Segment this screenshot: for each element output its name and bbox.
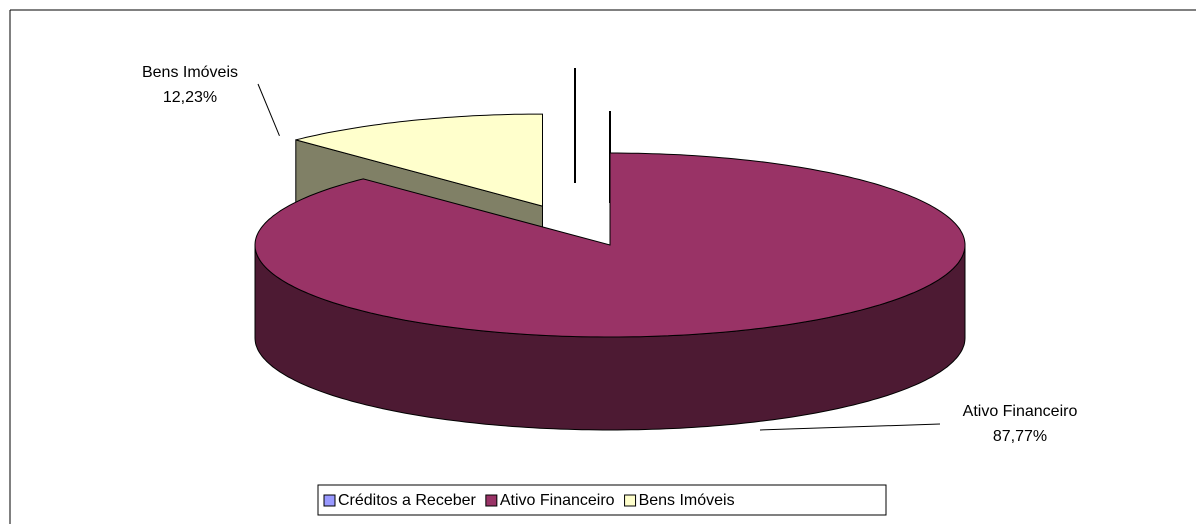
leader-line bbox=[759, 423, 941, 431]
data-label-value: 87,77% bbox=[993, 428, 1047, 445]
legend-swatch bbox=[323, 494, 336, 507]
data-label-value: 12,23% bbox=[163, 89, 217, 106]
legend-swatch bbox=[485, 494, 498, 507]
slice-top bbox=[295, 113, 543, 207]
legend-box bbox=[317, 484, 887, 516]
data-label-name: Ativo Financeiro bbox=[963, 403, 1078, 420]
slice-top bbox=[254, 152, 966, 338]
legend-label: Bens Imóveis bbox=[639, 492, 735, 509]
legend-label: Créditos a Receber bbox=[338, 492, 477, 509]
leader-line bbox=[257, 83, 280, 136]
legend: Créditos a Receber Ativo Financeiro Bens I… bbox=[317, 484, 887, 516]
data-label-name: Bens Imóveis bbox=[142, 64, 238, 81]
legend-swatch bbox=[624, 494, 637, 507]
pie-slice bbox=[254, 152, 966, 431]
legend-label: Ativo Financeiro bbox=[500, 492, 615, 509]
